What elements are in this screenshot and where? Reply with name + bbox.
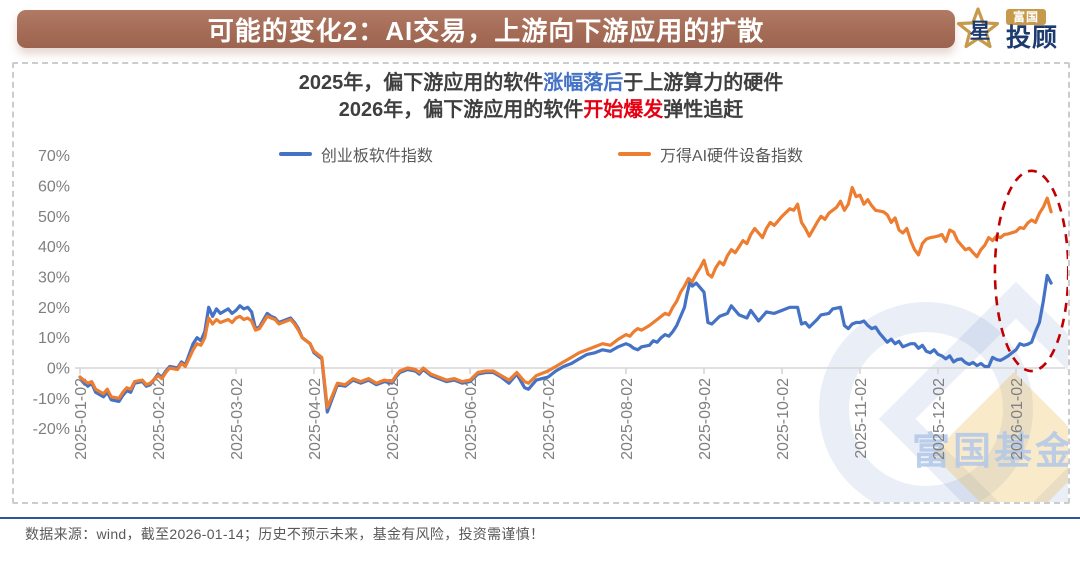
- title-bar: 可能的变化2：AI交易，上游向下游应用的扩散: [17, 10, 955, 48]
- brand-badge: 富国: [1006, 8, 1047, 25]
- page-title: 可能的变化2：AI交易，上游向下游应用的扩散: [207, 15, 765, 46]
- svg-text:30%: 30%: [38, 270, 70, 287]
- svg-text:2025-12-02: 2025-12-02: [931, 378, 948, 460]
- svg-text:2025-11-02: 2025-11-02: [853, 378, 870, 459]
- svg-text:2025-07-02: 2025-07-02: [541, 378, 558, 460]
- svg-text:-10%: -10%: [33, 391, 70, 408]
- legend-label-hardware: 万得AI硬件设备指数: [659, 148, 804, 165]
- svg-text:50%: 50%: [38, 209, 70, 226]
- line-chart: 2025-01-02 2025-02-02 2025-03-02 2025-04-02…: [33, 148, 1068, 460]
- svg-text:2025-01-02: 2025-01-02: [73, 378, 90, 460]
- star-icon: 星: [954, 4, 1004, 56]
- svg-text:20%: 20%: [38, 300, 70, 317]
- svg-text:2025-09-02: 2025-09-02: [697, 378, 714, 460]
- svg-text:70%: 70%: [38, 148, 70, 165]
- svg-text:40%: 40%: [38, 239, 70, 256]
- insight-line-2: 2026年，偏下游应用的软件开始爆发弹性追赶: [338, 99, 744, 121]
- svg-text:-20%: -20%: [33, 421, 70, 438]
- insight-headline: 2025年，偏下游应用的软件涨幅落后于上游算力的硬件 2026年，偏下游应用的软…: [14, 70, 1068, 124]
- svg-text:10%: 10%: [38, 330, 70, 347]
- insight-highlight-lag: 涨幅落后: [543, 72, 624, 94]
- brand-name: 投顾: [1006, 23, 1059, 52]
- insight-highlight-burst: 开始爆发: [583, 99, 664, 121]
- legend-item-software: 创业板软件指数: [278, 142, 433, 166]
- svg-text:60%: 60%: [38, 179, 70, 196]
- svg-text:2025-04-02: 2025-04-02: [307, 378, 324, 460]
- svg-text:星: 星: [970, 20, 991, 43]
- brand-logo: 星 富国 投顾: [954, 4, 1066, 56]
- insight-line-1: 2025年，偏下游应用的软件涨幅落后于上游算力的硬件: [298, 72, 784, 94]
- chart-panel: 富国基金 2025年，偏下游应用的软件涨幅落后于上游算力的硬件 2026年，偏下…: [12, 62, 1070, 504]
- svg-text:2025-10-02: 2025-10-02: [775, 378, 792, 460]
- legend-swatch-blue: [278, 152, 312, 156]
- brand-text: 富国 投顾: [1006, 8, 1059, 52]
- svg-text:0%: 0%: [47, 361, 70, 378]
- chart-legend: 创业板软件指数 万得AI硬件设备指数: [14, 142, 1068, 166]
- svg-text:2025-08-02: 2025-08-02: [619, 378, 636, 460]
- svg-text:2025-05-02: 2025-05-02: [385, 378, 402, 460]
- legend-label-software: 创业板软件指数: [320, 148, 433, 165]
- svg-text:2025-03-02: 2025-03-02: [229, 378, 246, 460]
- legend-swatch-orange: [617, 152, 651, 156]
- footer-divider: [0, 517, 1080, 519]
- source-note: 数据来源：wind，截至2026-01-14；历史不预示未来，基金有风险，投资需…: [25, 526, 545, 542]
- svg-text:2026-01-02: 2026-01-02: [1009, 378, 1026, 460]
- svg-text:2025-02-02: 2025-02-02: [151, 378, 168, 460]
- legend-item-hardware: 万得AI硬件设备指数: [617, 142, 804, 166]
- svg-text:2025-06-02: 2025-06-02: [463, 378, 480, 460]
